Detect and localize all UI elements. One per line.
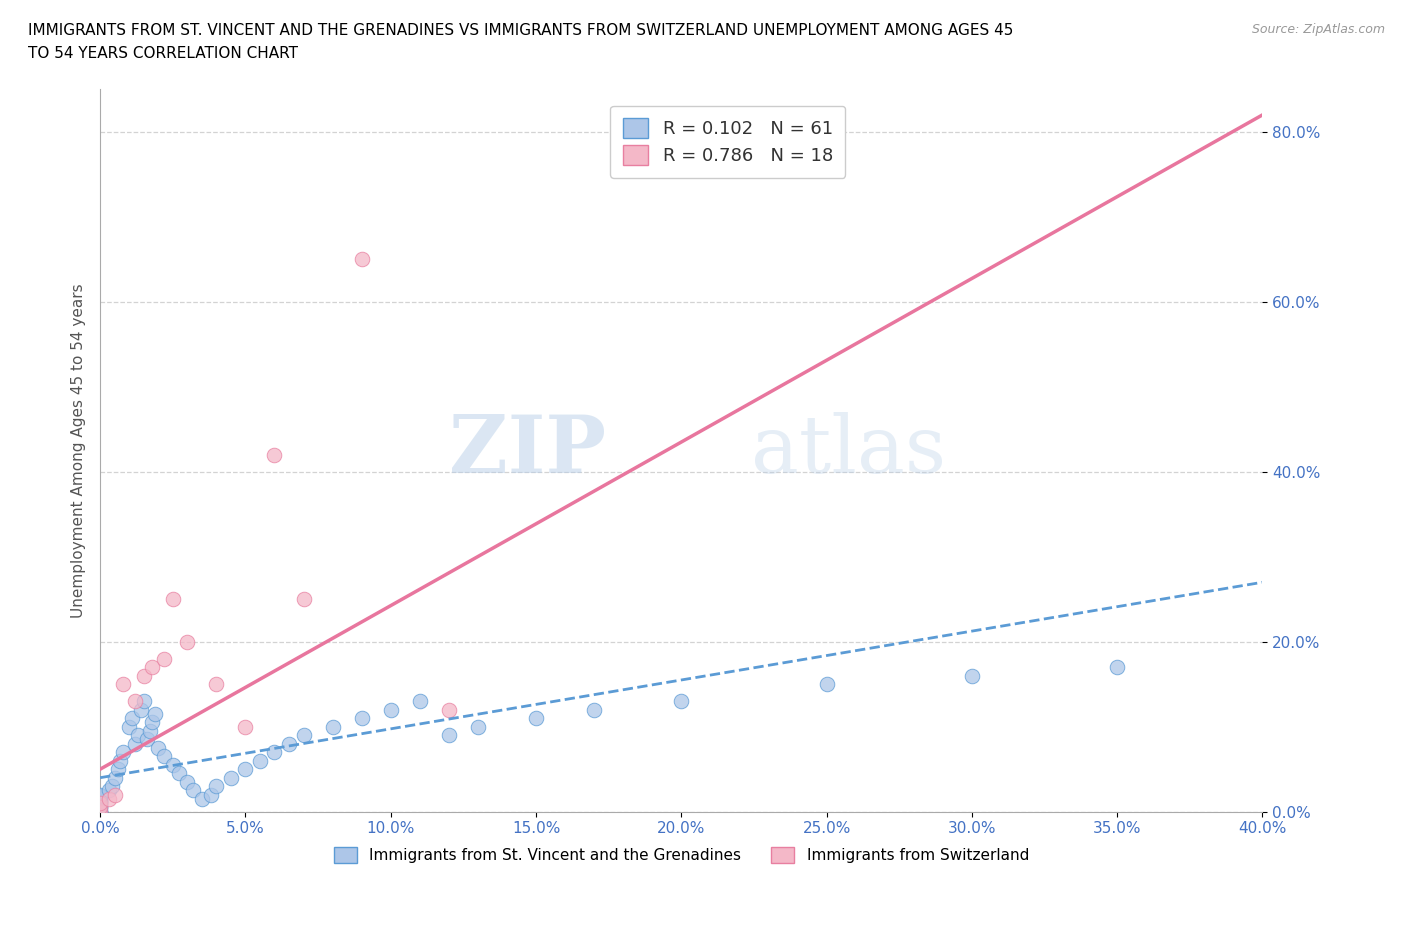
Point — [118, 719, 141, 734]
Point — [104, 788, 127, 803]
Point — [143, 707, 166, 722]
Point — [89, 802, 111, 817]
Y-axis label: Unemployment Among Ages 45 to 54 years: Unemployment Among Ages 45 to 54 years — [72, 284, 86, 618]
Point — [1107, 659, 1129, 674]
Point — [292, 728, 315, 743]
Point — [89, 796, 111, 811]
Legend: Immigrants from St. Vincent and the Grenadines, Immigrants from Switzerland: Immigrants from St. Vincent and the Gren… — [328, 841, 1035, 869]
Point — [129, 702, 152, 717]
Point — [89, 790, 111, 804]
Point — [141, 659, 163, 674]
Point — [960, 669, 983, 684]
Point — [89, 798, 111, 813]
Point — [89, 804, 111, 819]
Point — [153, 651, 176, 666]
Point — [110, 753, 132, 768]
Point — [89, 797, 111, 812]
Point — [89, 795, 111, 810]
Point — [176, 775, 198, 790]
Point — [138, 724, 160, 738]
Point — [249, 753, 271, 768]
Point — [89, 790, 111, 805]
Point — [107, 762, 129, 777]
Point — [89, 793, 111, 808]
Point — [89, 804, 111, 819]
Point — [89, 804, 111, 819]
Point — [815, 677, 838, 692]
Point — [89, 788, 111, 803]
Point — [89, 804, 111, 819]
Point — [181, 783, 204, 798]
Text: Source: ZipAtlas.com: Source: ZipAtlas.com — [1251, 23, 1385, 36]
Point — [437, 702, 460, 717]
Text: atlas: atlas — [751, 412, 946, 489]
Point — [89, 791, 111, 806]
Point — [89, 788, 111, 803]
Point — [89, 796, 111, 811]
Point — [89, 800, 111, 815]
Point — [135, 732, 157, 747]
Point — [148, 740, 170, 755]
Point — [263, 745, 285, 760]
Point — [141, 715, 163, 730]
Point — [219, 770, 242, 785]
Point — [583, 702, 606, 717]
Point — [104, 770, 127, 785]
Point — [89, 794, 111, 809]
Point — [278, 737, 301, 751]
Text: IMMIGRANTS FROM ST. VINCENT AND THE GRENADINES VS IMMIGRANTS FROM SWITZERLAND UN: IMMIGRANTS FROM ST. VINCENT AND THE GREN… — [28, 23, 1014, 38]
Point — [121, 711, 143, 725]
Point — [167, 766, 190, 781]
Point — [292, 591, 315, 606]
Point — [162, 591, 184, 606]
Point — [437, 728, 460, 743]
Point — [112, 677, 135, 692]
Point — [124, 694, 146, 709]
Point — [97, 791, 120, 806]
Point — [671, 694, 693, 709]
Point — [89, 789, 111, 804]
Point — [191, 791, 214, 806]
Point — [205, 778, 228, 793]
Point — [235, 719, 257, 734]
Text: TO 54 YEARS CORRELATION CHART: TO 54 YEARS CORRELATION CHART — [28, 46, 298, 61]
Point — [524, 711, 547, 725]
Point — [467, 719, 489, 734]
Point — [112, 745, 135, 760]
Point — [380, 702, 402, 717]
Point — [176, 634, 198, 649]
Point — [162, 758, 184, 773]
Point — [97, 783, 120, 798]
Text: ZIP: ZIP — [449, 412, 606, 489]
Point — [350, 711, 373, 725]
Point — [205, 677, 228, 692]
Point — [132, 694, 155, 709]
Point — [409, 694, 432, 709]
Point — [200, 788, 222, 803]
Point — [263, 447, 285, 462]
Point — [127, 728, 149, 743]
Point — [235, 762, 257, 777]
Point — [89, 804, 111, 819]
Point — [322, 719, 344, 734]
Point — [124, 737, 146, 751]
Point — [89, 800, 111, 815]
Point — [100, 778, 122, 793]
Point — [350, 252, 373, 267]
Point — [153, 749, 176, 764]
Point — [132, 669, 155, 684]
